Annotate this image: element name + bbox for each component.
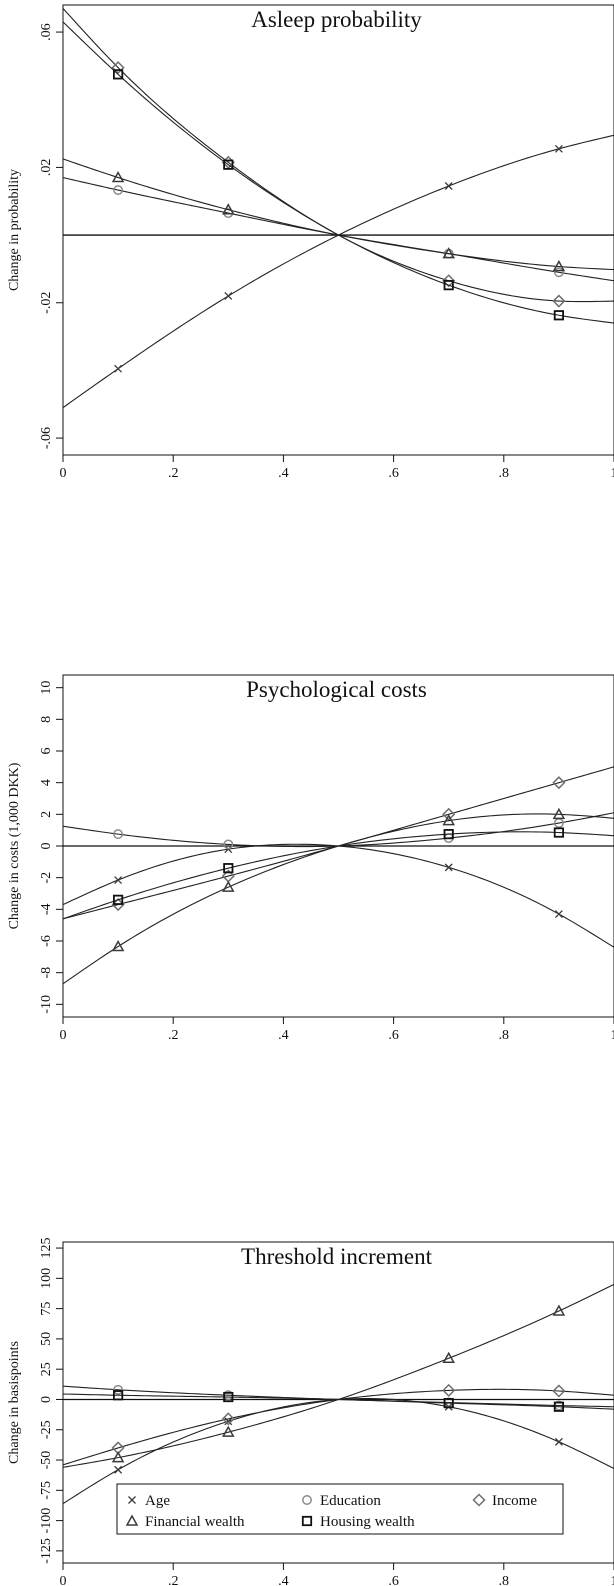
y-tick-label: .02	[39, 159, 54, 177]
series-line-housing-wealth	[63, 832, 614, 919]
series-line-income	[63, 1389, 614, 1465]
y-tick-label: -2	[39, 872, 54, 884]
y-tick-label: 8	[39, 716, 54, 723]
legend-label: Education	[320, 1493, 381, 1509]
y-tick-label: -50	[39, 1451, 54, 1470]
series-line-income	[63, 8, 614, 301]
x-marker	[115, 365, 122, 372]
series-line-education	[63, 1386, 614, 1407]
x-tick-label: .6	[388, 1028, 399, 1043]
series-line-age	[63, 844, 614, 947]
x-tick-label: 1	[611, 1028, 614, 1043]
series-education	[63, 178, 614, 281]
plot-frame	[63, 5, 614, 455]
y-tick-label: 25	[39, 1362, 54, 1376]
y-tick-label: 0	[39, 843, 54, 850]
series-income	[63, 1385, 614, 1465]
legend-entry-financial-wealth: Financial wealth	[127, 1514, 245, 1530]
y-tick-label: 125	[39, 1238, 54, 1259]
y-tick-label: -6	[39, 935, 54, 947]
y-tick-label: 4	[39, 779, 54, 786]
series-income	[63, 8, 614, 306]
y-tick-label: -4	[39, 903, 54, 915]
legend-label: Financial wealth	[145, 1514, 245, 1530]
x-marker	[225, 292, 232, 299]
legend-label: Age	[145, 1493, 170, 1509]
chart-title: Threshold increment	[241, 1244, 433, 1269]
x-tick-label: .6	[388, 1574, 399, 1586]
x-marker	[445, 864, 452, 871]
series-age	[63, 135, 614, 407]
x-tick-label: 0	[60, 466, 67, 481]
x-tick-label: .2	[168, 1028, 179, 1043]
y-tick-label: -8	[39, 967, 54, 979]
x-tick-label: 1	[611, 1574, 614, 1586]
x-tick-label: .8	[499, 1574, 510, 1586]
legend-entry-housing-wealth: Housing wealth	[303, 1514, 415, 1530]
x-tick-label: .2	[168, 1574, 179, 1586]
series-line-age	[63, 135, 614, 407]
series-line-financial-wealth	[63, 159, 614, 270]
series-line-education	[63, 813, 614, 847]
y-tick-label: 75	[39, 1302, 54, 1316]
y-tick-label: -10	[39, 995, 54, 1014]
chart-panel-3: 0 .2 .4 .6 .8 1 125 100 75 50 25 0 -25 -50 -75 -100 -125…	[7, 1238, 614, 1586]
series-line-housing-wealth	[63, 22, 614, 323]
legend: Age Education Income Financial wealth Housin…	[117, 1484, 563, 1534]
x-marker	[445, 183, 452, 190]
x-tick-label: 0	[60, 1574, 67, 1586]
y-tick-label: -125	[39, 1538, 54, 1564]
x-marker	[555, 911, 562, 918]
y-tick-label: 100	[39, 1268, 54, 1289]
x-marker	[555, 145, 562, 152]
x-tick-label: .6	[388, 466, 399, 481]
x-tick-label: .8	[499, 466, 510, 481]
series-financial-wealth	[63, 809, 614, 983]
y-tick-label: 2	[39, 811, 54, 818]
series-age	[63, 844, 614, 947]
chart-title: Psychological costs	[246, 677, 427, 702]
y-tick-label: -25	[39, 1420, 54, 1439]
y-tick-label: 50	[39, 1332, 54, 1346]
y-axis-label: Change in costs (1,000 DKK)	[7, 762, 22, 929]
y-tick-label: -.02	[39, 292, 54, 314]
y-tick-label: -75	[39, 1481, 54, 1500]
x-marker	[115, 1466, 122, 1473]
y-axis-label: Change in basispoints	[7, 1341, 22, 1464]
chart-panel-1: 0 .2 .4 .6 .8 1 .06 .02 -.02 -.06 Change in probab…	[7, 5, 614, 481]
legend-label: Income	[492, 1493, 537, 1509]
series-income	[63, 767, 614, 919]
series-housing-wealth	[63, 22, 614, 323]
y-tick-label: 0	[39, 1396, 54, 1403]
series-line-financial-wealth	[63, 814, 614, 984]
legend-label: Housing wealth	[320, 1514, 415, 1530]
series-line-housing-wealth	[63, 1394, 614, 1409]
x-tick-label: 1	[611, 466, 614, 481]
x-tick-label: .4	[278, 1028, 289, 1043]
y-tick-label: 10	[39, 681, 54, 695]
series-line-income	[63, 767, 614, 919]
x-tick-label: .2	[168, 466, 179, 481]
series-line-education	[63, 178, 614, 281]
x-tick-label: .4	[278, 1574, 289, 1586]
y-tick-label: -100	[39, 1508, 54, 1534]
series-financial-wealth	[63, 159, 614, 271]
x-tick-label: 0	[60, 1028, 67, 1043]
x-marker	[115, 877, 122, 884]
x-marker	[555, 1438, 562, 1445]
chart-title: Asleep probability	[251, 7, 422, 32]
y-tick-label: .06	[39, 23, 54, 41]
chart-panel-2: 0 .2 .4 .6 .8 1 10 8 6 4 2 0 -2 -4 -6 -8 -10 Change in co…	[7, 675, 614, 1043]
y-tick-label: -.06	[39, 427, 54, 449]
x-tick-label: .4	[278, 466, 289, 481]
series-education	[63, 813, 614, 849]
y-tick-label: 6	[39, 748, 54, 755]
y-axis-label: Change in probability	[7, 169, 22, 291]
x-tick-label: .8	[499, 1028, 510, 1043]
series-housing-wealth	[63, 1391, 614, 1411]
series-housing-wealth	[63, 828, 614, 918]
